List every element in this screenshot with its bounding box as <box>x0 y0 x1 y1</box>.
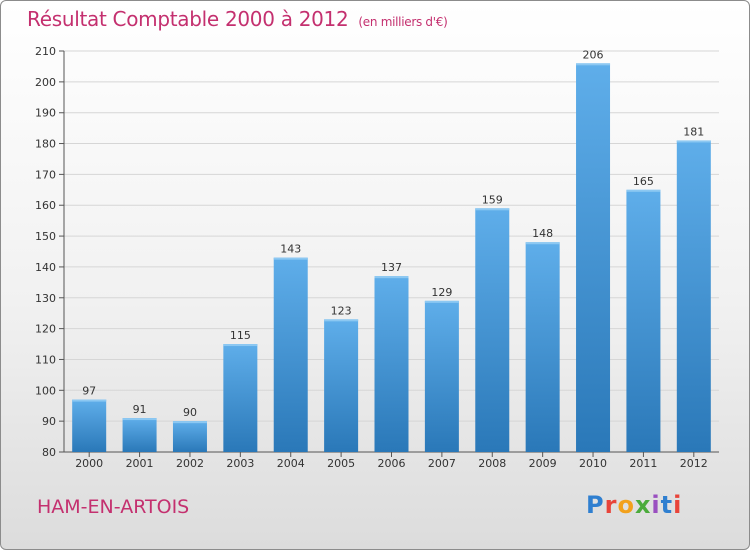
y-tick-label: 210 <box>35 45 56 58</box>
bar <box>172 421 207 452</box>
y-tick-label: 110 <box>35 353 56 366</box>
y-tick-label: 180 <box>35 138 56 151</box>
y-tick-label: 170 <box>35 168 56 181</box>
bar <box>576 63 611 452</box>
x-tick-label: 2007 <box>428 457 456 470</box>
data-label: 123 <box>331 304 352 317</box>
data-label: 129 <box>431 286 452 299</box>
y-tick-label: 150 <box>35 230 56 243</box>
x-tick-label: 2010 <box>579 457 607 470</box>
logo-letter: i <box>651 491 661 519</box>
data-label: 97 <box>82 385 96 398</box>
bar <box>676 140 711 452</box>
x-tick-label: 2008 <box>478 457 506 470</box>
logo-letter: i <box>673 491 683 519</box>
x-tick-label: 2009 <box>529 457 557 470</box>
bar-cap <box>576 63 611 66</box>
bar <box>424 300 459 452</box>
x-tick-label: 2003 <box>226 457 254 470</box>
bar-cap <box>475 208 510 211</box>
x-tick-label: 2000 <box>75 457 103 470</box>
town-name: HAM-EN-ARTOIS <box>37 496 190 518</box>
proxiti-logo: Proxiti <box>586 491 682 519</box>
logo-letter: t <box>660 491 674 519</box>
bar-cap <box>525 242 560 245</box>
x-tick-label: 2004 <box>277 457 305 470</box>
data-label: 143 <box>280 243 301 256</box>
x-tick-label: 2011 <box>629 457 657 470</box>
y-tick-label: 120 <box>35 323 56 336</box>
chart-title-text: Résultat Comptable 2000 à 2012 <box>27 7 349 31</box>
logo-letter: r <box>604 491 618 519</box>
bar <box>72 399 107 452</box>
data-label: 206 <box>583 48 604 61</box>
data-label: 90 <box>183 406 197 419</box>
bar <box>223 344 258 452</box>
chart-subtitle: (en milliers d'€) <box>358 15 448 29</box>
bar-cap <box>273 257 308 260</box>
bar <box>374 276 409 452</box>
data-label: 165 <box>633 175 654 188</box>
data-label: 91 <box>133 403 147 416</box>
y-tick-label: 190 <box>35 107 56 120</box>
bar <box>626 189 661 453</box>
bar <box>525 242 560 452</box>
data-label: 115 <box>230 329 251 342</box>
y-tick-label: 80 <box>42 446 56 459</box>
y-tick-label: 200 <box>35 76 56 89</box>
data-label: 159 <box>482 193 503 206</box>
bar <box>475 208 510 452</box>
bar <box>273 257 308 452</box>
x-tick-label: 2001 <box>126 457 154 470</box>
x-tick-label: 2012 <box>680 457 708 470</box>
data-label: 137 <box>381 261 402 274</box>
logo-letter: x <box>634 491 652 519</box>
bar-cap <box>626 189 661 192</box>
bar <box>324 319 359 452</box>
y-tick-label: 140 <box>35 261 56 274</box>
y-tick-label: 100 <box>35 384 56 397</box>
x-tick-label: 2006 <box>378 457 406 470</box>
bar-cap <box>324 319 359 322</box>
bar-cap <box>122 418 157 421</box>
chart-title: Résultat Comptable 2000 à 2012 (en millie… <box>27 7 448 31</box>
logo-letter: o <box>617 491 635 519</box>
y-tick-label: 160 <box>35 199 56 212</box>
bar-cap <box>223 344 258 347</box>
bar-cap <box>72 399 107 402</box>
data-label: 181 <box>683 125 704 138</box>
data-label: 148 <box>532 227 553 240</box>
bar-cap <box>676 140 711 143</box>
bar <box>122 418 157 452</box>
bar-cap <box>424 300 459 303</box>
y-tick-label: 90 <box>42 415 56 428</box>
bar-cap <box>374 276 409 279</box>
y-tick-label: 130 <box>35 292 56 305</box>
x-tick-label: 2005 <box>327 457 355 470</box>
logo-letter: P <box>586 491 605 519</box>
x-tick-label: 2002 <box>176 457 204 470</box>
bar-cap <box>172 421 207 424</box>
